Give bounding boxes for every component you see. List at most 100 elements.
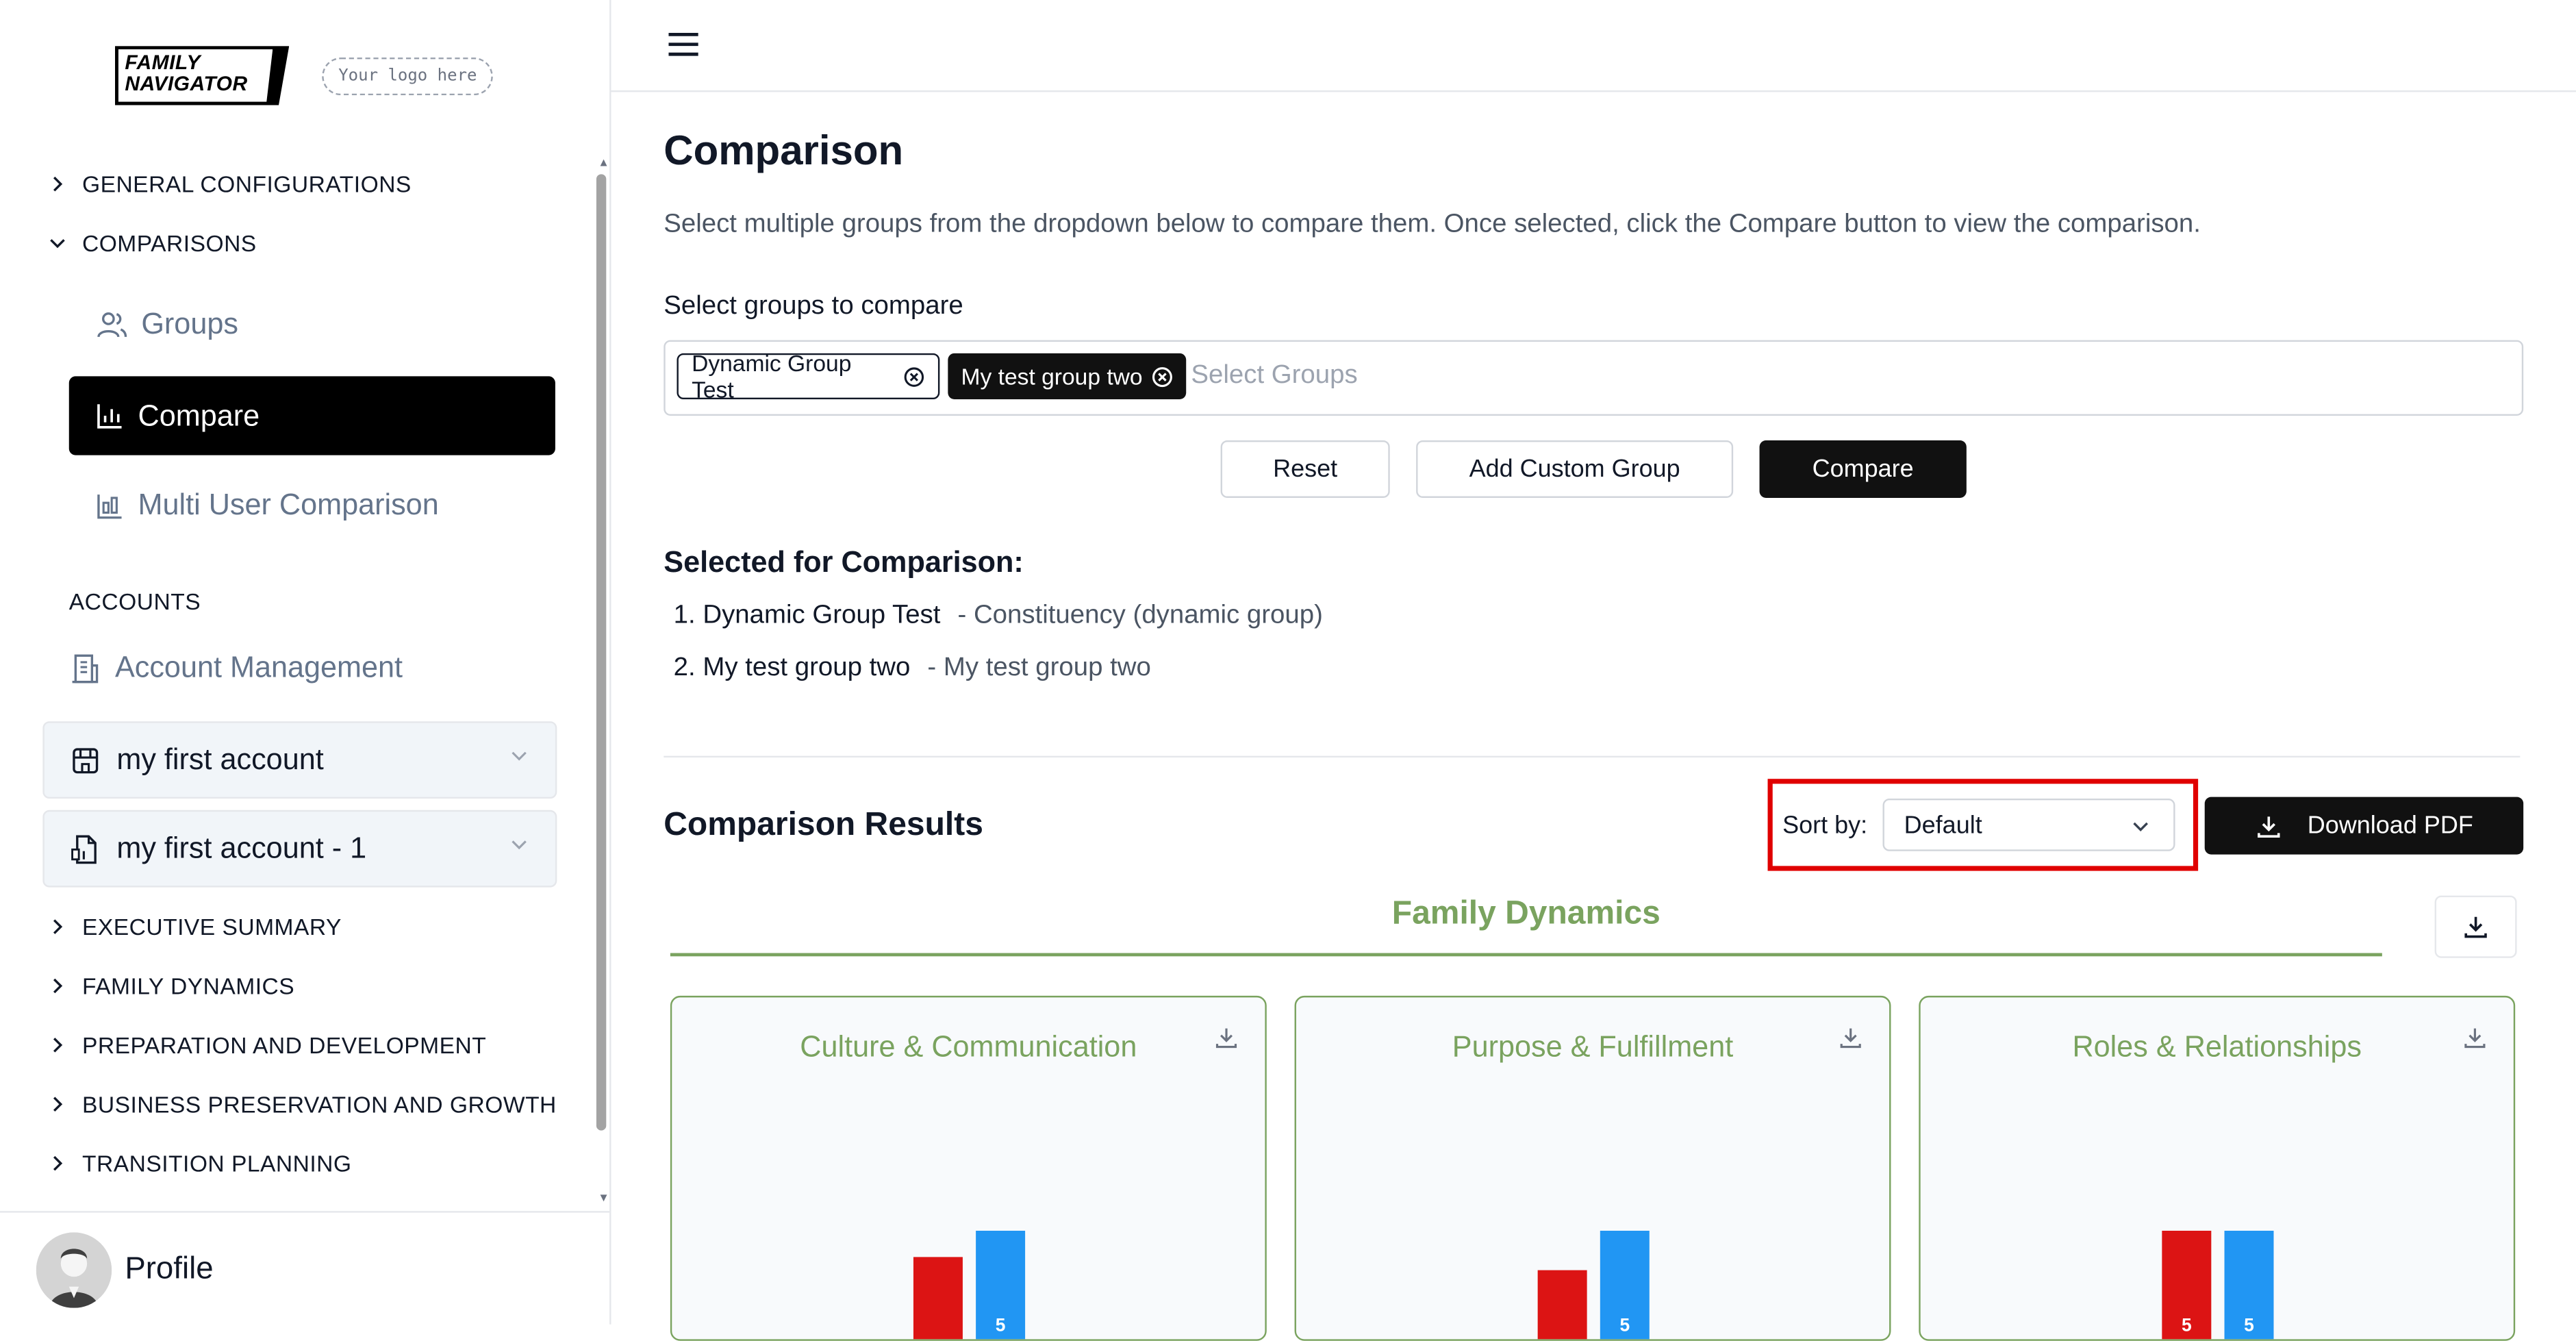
logo-line1: FAMILY — [125, 51, 201, 74]
account-item[interactable]: my first account — [42, 721, 557, 799]
logo-line2: NAVIGATOR — [125, 72, 248, 96]
section-download-button[interactable] — [2434, 895, 2517, 958]
avatar — [36, 1231, 112, 1307]
sidebar-item-groups[interactable]: Groups — [95, 308, 238, 342]
nav-label: PREPARATION AND DEVELOPMENT — [81, 1031, 487, 1059]
chevron-right-icon — [49, 176, 82, 192]
account-item[interactable]: my first account - 1 — [42, 810, 557, 888]
sidebar-item-multi-user-comparison[interactable]: Multi User Comparison — [95, 488, 439, 523]
sort-select[interactable]: Default — [1882, 799, 2175, 851]
highlight-box — [1767, 779, 2199, 871]
remove-chip-icon[interactable] — [1151, 366, 1172, 387]
sidebar-item-label: Account Management — [114, 651, 403, 684]
group-multiselect[interactable]: Dynamic Group Test My test group two Sel… — [664, 340, 2524, 416]
bar-value-label: 5 — [2181, 1316, 2192, 1336]
account-label: my first account — [116, 742, 324, 776]
scroll-thumb[interactable] — [596, 174, 607, 1131]
sidebar-scrollbar[interactable]: ▲ ▼ — [595, 158, 609, 1209]
nav-label: FAMILY DYNAMICS — [81, 973, 295, 999]
nav-comparisons[interactable]: COMPARISONS — [49, 230, 257, 256]
select-groups-label: Select groups to compare — [664, 292, 963, 321]
list-item: 2. My test group two - My test group two — [674, 654, 1151, 684]
sidebar-item-account-management[interactable]: Account Management — [69, 651, 403, 685]
chevron-right-icon — [49, 1037, 82, 1053]
nav-business-preservation-and-growth[interactable]: BUSINESS PRESERVATION AND GROWTH — [49, 1091, 557, 1117]
chevron-down-icon — [512, 840, 527, 850]
hamburger-menu-icon[interactable] — [667, 28, 700, 61]
nav-label: GENERAL CONFIGURATIONS — [81, 171, 412, 197]
compare-button[interactable]: Compare — [1759, 440, 1967, 498]
chart-card: Roles & Relationships 5 5 — [1919, 995, 2516, 1341]
nav-transition-planning[interactable]: TRANSITION PLANNING — [49, 1150, 352, 1177]
bar-value-label: 5 — [1619, 1316, 1630, 1336]
list-number: 2. — [673, 653, 696, 682]
nav-family-dynamics[interactable]: FAMILY DYNAMICS — [49, 973, 294, 999]
page-title: Comparison — [664, 128, 904, 175]
bar-chart-icon — [97, 404, 122, 429]
nav-preparation-and-development[interactable]: PREPARATION AND DEVELOPMENT — [49, 1032, 486, 1058]
select-groups-placeholder[interactable]: Select Groups — [1191, 361, 1358, 390]
store-icon — [73, 747, 99, 773]
add-custom-group-button[interactable]: Add Custom Group — [1416, 440, 1734, 498]
group-chip: Dynamic Group Test — [677, 350, 940, 403]
chevron-down-icon — [2133, 822, 2148, 831]
sidebar-item-label: Multi User Comparison — [138, 488, 439, 521]
main-content: Comparison Select multiple groups from t… — [611, 0, 2576, 1341]
chevron-right-icon — [49, 1096, 82, 1112]
group-description: - My test group two — [927, 653, 1151, 682]
family-navigator-logo: FAMILY NAVIGATOR — [114, 46, 290, 105]
chip-label: My test group two — [961, 363, 1143, 390]
chart-title: Roles & Relationships — [2072, 1030, 2362, 1064]
sidebar-item-label: Compare — [138, 398, 260, 431]
download-icon[interactable] — [1839, 1025, 1863, 1050]
chevron-right-icon — [49, 1155, 82, 1172]
chart-bar — [913, 1257, 963, 1340]
group-description: - Constituency (dynamic group) — [957, 601, 1323, 629]
chevron-right-icon — [49, 978, 82, 994]
chart-bar: 5 — [1600, 1231, 1650, 1340]
comparison-results-title: Comparison Results — [664, 807, 983, 843]
sort-value: Default — [1904, 812, 1982, 840]
users-icon — [97, 311, 127, 337]
scroll-up-icon[interactable]: ▲ — [598, 158, 609, 170]
download-icon — [2257, 816, 2280, 837]
download-icon — [2464, 916, 2487, 938]
chart-title: Purpose & Fulfillment — [1452, 1030, 1734, 1064]
download-pdf-button[interactable]: Download PDF — [2204, 797, 2524, 855]
download-icon[interactable] — [2462, 1025, 2487, 1050]
nav-executive-summary[interactable]: EXECUTIVE SUMMARY — [49, 914, 342, 940]
selected-for-comparison-title: Selected for Comparison: — [664, 545, 1024, 579]
sidebar: FAMILY NAVIGATOR Your logo here GENERAL … — [0, 0, 611, 1325]
chart-card: Purpose & Fulfillment 5 — [1294, 995, 1891, 1341]
remove-chip-icon[interactable] — [904, 366, 925, 387]
chart-bar: 5 — [2224, 1231, 2274, 1340]
chart-bar: 5 — [2162, 1231, 2212, 1340]
profile-link[interactable]: Profile — [0, 1211, 610, 1326]
nav-label: EXECUTIVE SUMMARY — [81, 913, 342, 940]
bar-value-label: 5 — [995, 1316, 1006, 1336]
reset-button[interactable]: Reset — [1220, 440, 1390, 498]
section-title: Family Dynamics — [1391, 895, 1660, 932]
chip-label: Dynamic Group Test — [692, 350, 852, 403]
divider — [664, 755, 2521, 758]
nav-general-configurations[interactable]: GENERAL CONFIGURATIONS — [49, 171, 412, 197]
download-icon[interactable] — [1214, 1025, 1239, 1050]
bar-value-label: 5 — [2244, 1316, 2254, 1336]
file-digit-icon — [71, 834, 97, 864]
download-pdf-label: Download PDF — [2307, 812, 2473, 840]
chevron-down-icon — [49, 235, 82, 251]
list-item: 1. Dynamic Group Test - Constituency (dy… — [674, 601, 1323, 631]
sidebar-item-label: Groups — [141, 307, 238, 340]
chart-card: Culture & Communication 5 — [670, 995, 1267, 1341]
nav-label: COMPARISONS — [81, 229, 257, 257]
accounts-heading: ACCOUNTS — [68, 588, 201, 615]
sort-by-label: Sort by: — [1782, 812, 1868, 840]
nav-label: TRANSITION PLANNING — [81, 1150, 352, 1177]
scroll-down-icon[interactable]: ▼ — [598, 1192, 609, 1205]
group-name: My test group two — [703, 653, 911, 682]
sidebar-item-compare[interactable]: Compare — [68, 376, 555, 455]
chart-columns-icon — [97, 493, 122, 518]
chevron-down-icon — [512, 751, 527, 761]
account-label: my first account - 1 — [116, 831, 367, 864]
building-icon — [72, 653, 99, 683]
